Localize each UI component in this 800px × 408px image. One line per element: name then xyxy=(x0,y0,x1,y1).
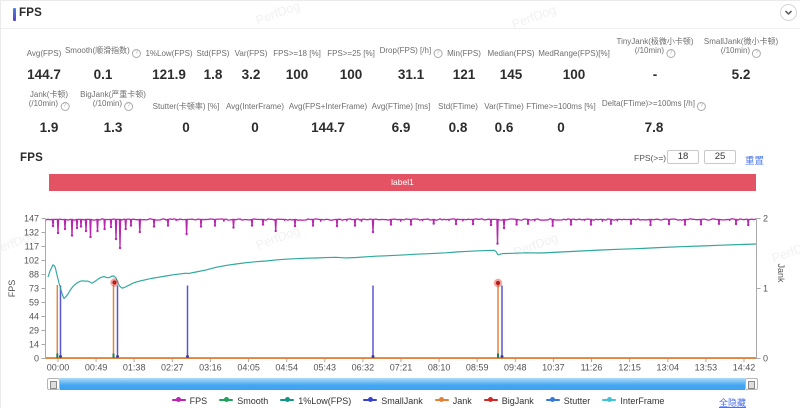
svg-text:06:32: 06:32 xyxy=(352,363,375,373)
svg-text:44: 44 xyxy=(29,311,39,321)
svg-text:05:43: 05:43 xyxy=(314,363,337,373)
svg-text:04:05: 04:05 xyxy=(237,363,260,373)
svg-text:102: 102 xyxy=(24,255,39,265)
svg-text:29: 29 xyxy=(29,325,39,335)
svg-text:14:42: 14:42 xyxy=(733,363,756,373)
svg-text:2: 2 xyxy=(763,213,768,223)
svg-text:04:54: 04:54 xyxy=(275,363,298,373)
svg-text:00:49: 00:49 xyxy=(85,363,108,373)
svg-text:0: 0 xyxy=(34,353,39,363)
svg-text:03:16: 03:16 xyxy=(199,363,222,373)
svg-text:147: 147 xyxy=(24,213,39,223)
svg-text:02:27: 02:27 xyxy=(161,363,184,373)
svg-text:10:37: 10:37 xyxy=(542,363,565,373)
svg-text:0: 0 xyxy=(763,353,768,363)
svg-text:FPS: FPS xyxy=(7,280,17,298)
svg-text:07:21: 07:21 xyxy=(390,363,413,373)
svg-text:132: 132 xyxy=(24,227,39,237)
svg-text:13:53: 13:53 xyxy=(695,363,718,373)
svg-text:14: 14 xyxy=(29,339,39,349)
svg-text:Jank: Jank xyxy=(776,263,786,283)
svg-text:117: 117 xyxy=(25,241,39,251)
svg-text:88: 88 xyxy=(29,269,39,279)
svg-text:01:38: 01:38 xyxy=(123,363,146,373)
svg-text:59: 59 xyxy=(29,297,39,307)
svg-text:00:00: 00:00 xyxy=(47,363,70,373)
svg-text:11:26: 11:26 xyxy=(581,363,603,373)
svg-text:09:48: 09:48 xyxy=(504,363,527,373)
svg-text:08:59: 08:59 xyxy=(466,363,489,373)
svg-text:08:10: 08:10 xyxy=(428,363,451,373)
svg-text:12:15: 12:15 xyxy=(618,363,641,373)
svg-text:13:04: 13:04 xyxy=(657,363,680,373)
svg-text:1: 1 xyxy=(763,283,768,293)
svg-text:73: 73 xyxy=(29,283,39,293)
